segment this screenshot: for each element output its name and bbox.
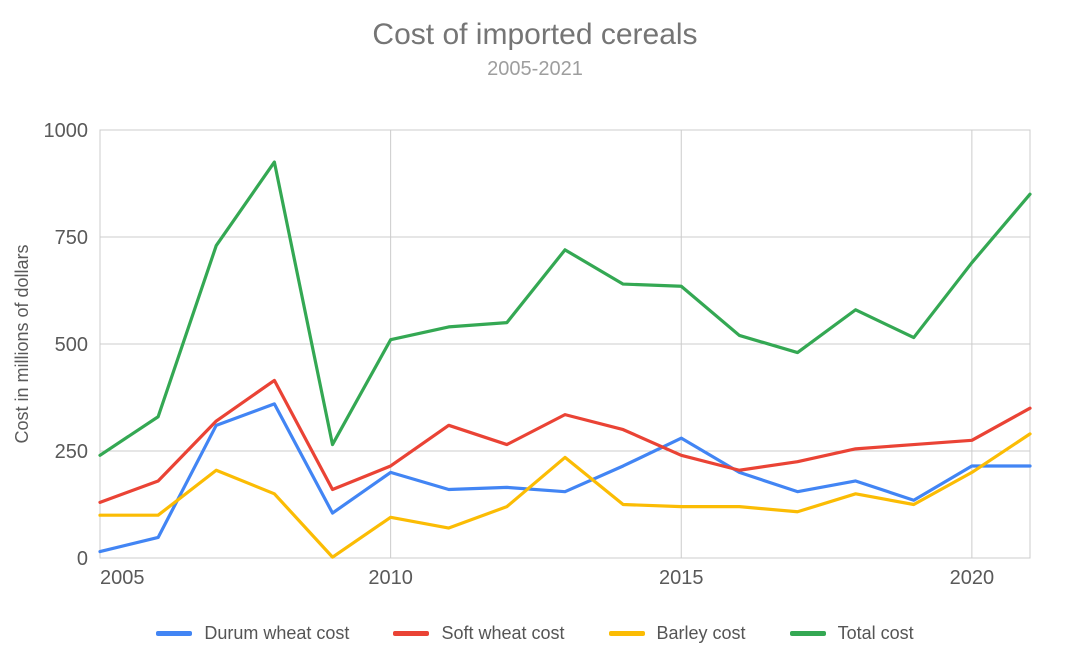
series-line — [100, 434, 1030, 557]
x-tick-label: 2020 — [950, 567, 995, 589]
y-tick-label: 1000 — [44, 120, 89, 142]
legend-swatch — [393, 631, 429, 636]
legend-item: Total cost — [790, 623, 914, 644]
legend-item: Durum wheat cost — [156, 623, 349, 644]
y-tick-label: 750 — [55, 227, 88, 249]
legend-swatch — [156, 631, 192, 636]
y-tick-label: 0 — [77, 548, 88, 570]
legend-swatch — [790, 631, 826, 636]
legend-item: Barley cost — [609, 623, 746, 644]
chart-subtitle: 2005-2021 — [0, 58, 1070, 81]
x-tick-label: 2010 — [368, 567, 413, 589]
chart-container: Cost of imported cereals 2005-2021 0 250 5… — [0, 0, 1070, 658]
series-line — [100, 162, 1030, 455]
x-tick-label: 2015 — [659, 567, 704, 589]
series-line — [100, 380, 1030, 502]
x-tick-label: 2005 — [100, 567, 145, 589]
chart-legend: Durum wheat cost Soft wheat cost Barley co… — [0, 623, 1070, 644]
legend-label: Durum wheat cost — [204, 623, 349, 644]
y-tick-label: 250 — [55, 441, 88, 463]
legend-label: Soft wheat cost — [441, 623, 564, 644]
legend-label: Barley cost — [657, 623, 746, 644]
legend-swatch — [609, 631, 645, 636]
chart-title-block: Cost of imported cereals 2005-2021 — [0, 0, 1070, 81]
y-axis-label: Cost in millions of dollars — [12, 244, 32, 443]
y-tick-label: 500 — [55, 334, 88, 356]
chart-plot: 0 250 500 750 1000 2005 2010 2015 2020 Cost in mi… — [0, 0, 1070, 658]
chart-title: Cost of imported cereals — [0, 18, 1070, 52]
legend-item: Soft wheat cost — [393, 623, 564, 644]
legend-label: Total cost — [838, 623, 914, 644]
series-line — [100, 404, 1030, 552]
